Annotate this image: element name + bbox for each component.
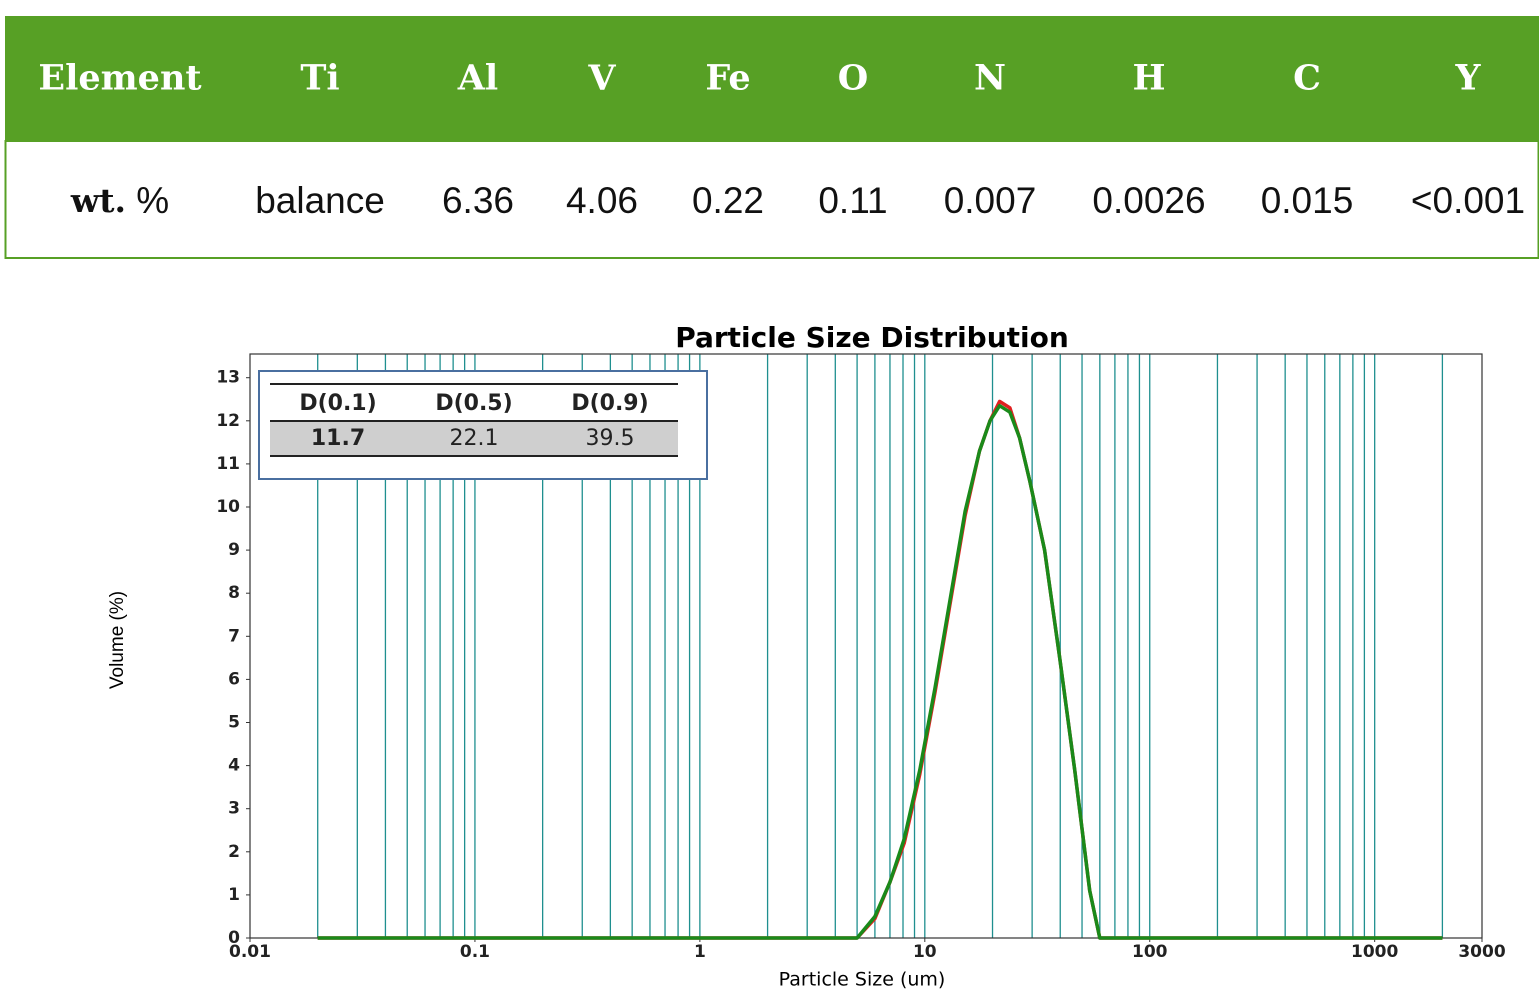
cell: 0.22 [692,180,764,221]
y-tick-label: 12 [216,411,240,431]
y-tick-label: 9 [228,540,240,560]
y-tick-label: 3 [228,799,240,819]
row-label-bold: wt. [70,181,126,220]
cell: 0.015 [1261,180,1354,221]
inset-header: D(0.9) [571,391,648,416]
inset-value: 22.1 [450,426,499,451]
table-row [4,140,1539,259]
y-tick-label: 10 [216,497,240,517]
cell: <0.001 [1411,180,1525,221]
table-header-band [5,16,1539,141]
inset-header: D(0.5) [435,391,512,416]
column-header: V [587,58,616,99]
series-line [317,403,1443,940]
row-label: wt. % [70,180,169,221]
inset-row-fill [270,421,678,456]
column-header: Fe [705,58,750,99]
plot-frame [249,353,1483,939]
y-tick-label: 0 [228,928,240,948]
chart-title: Particle Size Distribution [675,321,1069,354]
x-tick-label: 0.1 [460,942,490,962]
x-tick-label: 1 [694,942,706,962]
series-line [317,399,1443,940]
column-header: Y [1455,58,1482,99]
row-label-unit: % [136,180,169,221]
y-tick-label: 5 [228,713,240,733]
y-tick-label: 2 [228,842,240,862]
x-tick-label: 3000 [1458,942,1505,962]
y-tick-label: 8 [228,583,240,603]
x-tick-label: 10 [913,942,937,962]
inset-header: D(0.1) [299,391,376,416]
y-tick-label: 7 [228,626,240,646]
y-tick-label: 11 [216,454,240,474]
cell: balance [255,180,385,221]
column-header: O [838,58,869,99]
column-header: H [1132,58,1165,99]
column-header: N [974,58,1006,99]
chart: Particle Size Distribution Particle Size… [107,321,1506,989]
cell: 0.0026 [1092,180,1205,221]
inset-value: 11.7 [311,426,365,451]
inset-value: 39.5 [586,426,635,451]
column-header: Al [457,58,498,99]
x-axis-label: Particle Size (um) [779,969,946,989]
x-tick-label: 0.01 [229,942,271,962]
column-header: C [1293,58,1321,99]
cell: 0.007 [944,180,1037,221]
cell: 6.36 [442,180,514,221]
y-axis-label: Volume (%) [107,591,128,689]
cell: 4.06 [566,180,638,221]
cell: 0.11 [818,180,887,221]
column-header: Element [38,58,201,99]
y-tick-label: 4 [228,756,240,776]
y-tick-label: 6 [228,669,240,689]
x-tick-label: 100 [1132,942,1168,962]
x-tick-label: 1000 [1351,942,1398,962]
column-header: Ti [300,58,339,99]
y-tick-label: 13 [216,368,240,388]
y-tick-label: 1 [228,885,240,905]
